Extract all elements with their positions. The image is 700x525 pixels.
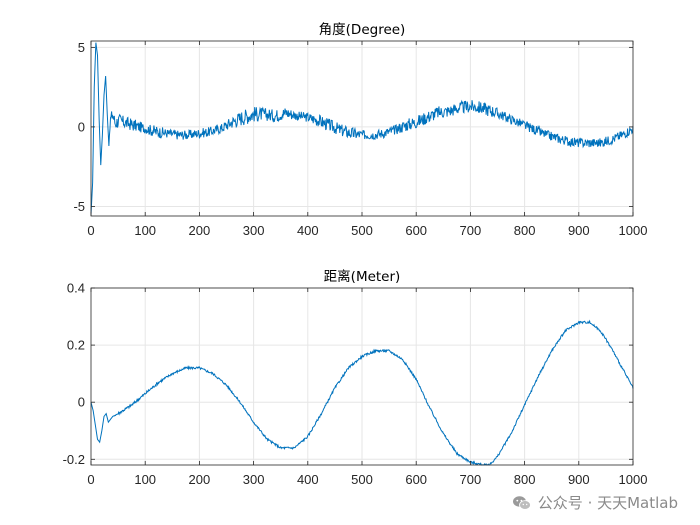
y-tick-label: -5 <box>73 199 85 214</box>
x-tick-label: 700 <box>460 223 482 238</box>
distance-chart: 0 100 200 300 400 500 600 700 800 900 1000-0.200.2… <box>63 268 648 487</box>
watermark-text: 公众号 · 天天Matlab <box>537 494 678 512</box>
x-tick-label: 700 <box>460 472 482 487</box>
series-line <box>90 42 634 215</box>
x-tick-label: 1000 <box>619 472 648 487</box>
y-tick-label: 5 <box>78 40 85 55</box>
chart-title: 距离(Meter) <box>324 268 401 285</box>
x-tick-label: 0 <box>87 472 94 487</box>
x-tick-label: 300 <box>243 223 265 238</box>
x-tick-label: 400 <box>297 223 319 238</box>
x-tick-label: 1000 <box>619 223 648 238</box>
x-tick-label: 100 <box>134 472 156 487</box>
y-tick-label: 0.4 <box>67 281 85 296</box>
y-tick-label: 0 <box>78 395 85 410</box>
x-tick-label: 400 <box>297 472 319 487</box>
y-tick-label: 0.2 <box>67 338 85 353</box>
x-tick-label: 300 <box>243 472 265 487</box>
watermark: 公众号 · 天天Matlab <box>512 492 678 513</box>
x-tick-label: 200 <box>189 223 211 238</box>
x-tick-label: 900 <box>568 223 590 238</box>
x-tick-label: 100 <box>134 223 156 238</box>
x-tick-label: 500 <box>351 472 373 487</box>
y-tick-label: -0.2 <box>63 452 85 467</box>
x-tick-label: 800 <box>514 223 536 238</box>
x-tick-label: 600 <box>405 472 427 487</box>
wechat-icon <box>512 495 531 510</box>
x-tick-label: 900 <box>568 472 590 487</box>
chart-title: 角度(Degree) <box>319 22 406 38</box>
series-line <box>90 319 634 466</box>
y-tick-label: 0 <box>78 119 85 134</box>
x-tick-label: 200 <box>189 472 211 487</box>
x-tick-label: 500 <box>351 223 373 238</box>
x-tick-label: 600 <box>405 223 427 238</box>
x-tick-label: 800 <box>514 472 536 487</box>
x-tick-label: 0 <box>87 223 94 238</box>
angle-chart: 0 100 200 300 400 500 600 700 800 900 1000-505角度(D… <box>73 22 647 238</box>
